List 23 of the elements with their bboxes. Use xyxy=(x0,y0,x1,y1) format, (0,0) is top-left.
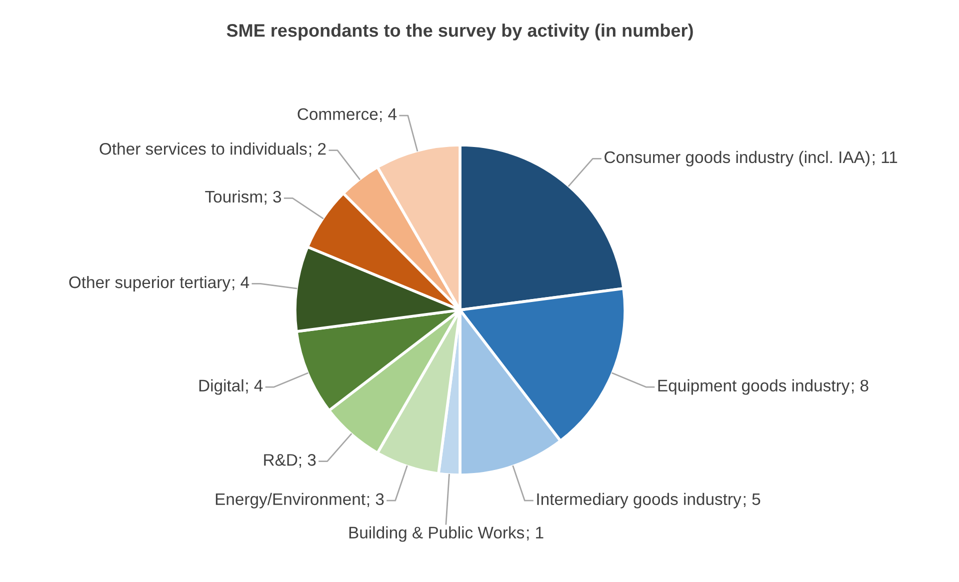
data-label: ; 1 xyxy=(527,526,544,540)
data-label: ; 8 xyxy=(852,380,868,394)
data-label: ; 3 xyxy=(299,454,316,468)
data-label: ; 3 xyxy=(264,190,282,205)
data-label: ; 4 xyxy=(380,108,397,122)
data-label: ; 2 xyxy=(309,142,326,157)
chart-title: SME respondants to the survey by activity (in number) xyxy=(226,24,693,40)
slice-label: Other services to individuals xyxy=(100,142,307,155)
data-label: ; 3 xyxy=(367,493,384,508)
slice-label: Intermediary goods industry xyxy=(537,492,742,508)
data-label: ; 5 xyxy=(744,493,760,508)
slice-label: Energy/Environment xyxy=(216,492,366,508)
slice-label: Tourism xyxy=(205,190,262,203)
slice-label: Consumer goods industry (incl. IAA) xyxy=(604,150,870,166)
slice-label: Other superior tertiary xyxy=(69,276,230,292)
data-label: ; 4 xyxy=(246,380,263,394)
slice-label: Equipment goods industry xyxy=(658,379,850,395)
data-label: ; 4 xyxy=(232,276,250,290)
slice-label: Building & Public Works xyxy=(349,526,524,542)
slice-label: R&D xyxy=(264,454,298,466)
data-label: ; 11 xyxy=(872,152,898,166)
slice-label: Digital xyxy=(199,379,244,395)
slice-label: Commerce xyxy=(298,108,378,120)
